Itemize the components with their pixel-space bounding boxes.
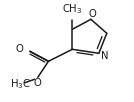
Text: O: O — [34, 78, 42, 88]
Text: N: N — [101, 51, 109, 61]
Text: H$_3$C: H$_3$C — [10, 77, 31, 91]
Text: O: O — [89, 9, 97, 19]
Text: O: O — [15, 44, 23, 54]
Text: CH$_3$: CH$_3$ — [62, 2, 83, 16]
